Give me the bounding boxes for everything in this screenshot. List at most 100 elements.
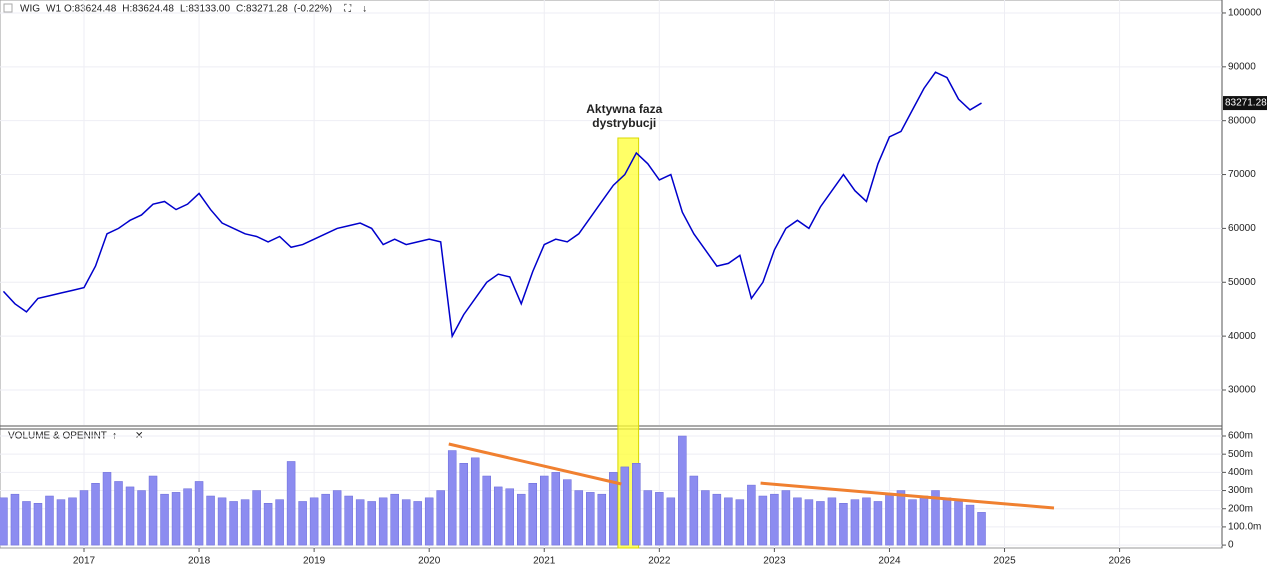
volume-bar	[68, 497, 77, 546]
volume-bar	[896, 490, 906, 546]
volume-bar	[816, 501, 825, 546]
timeframe: W1	[46, 4, 61, 15]
volume-bar	[424, 497, 434, 546]
volume-bar	[183, 488, 192, 546]
volume-bar	[620, 466, 630, 546]
volume-bar	[45, 495, 54, 546]
volume-bar	[114, 481, 123, 546]
price-line	[2, 71, 982, 339]
volume-bar	[102, 472, 112, 546]
volume-bar	[839, 503, 848, 546]
header-value: H:83624.48	[122, 4, 174, 15]
volume-bar	[344, 495, 353, 546]
volume-bar	[850, 499, 860, 546]
trend-line	[448, 442, 622, 486]
volume-bar	[125, 486, 135, 546]
volume-bar	[298, 501, 307, 546]
volume-bar	[355, 499, 365, 546]
volume-bar	[470, 457, 480, 546]
volume-bar	[540, 475, 549, 546]
volume-bar	[493, 486, 503, 546]
collapse-icon[interactable]	[3, 3, 13, 13]
menu-icon[interactable]: ↓	[362, 4, 367, 15]
y-tick-label: 50000	[1228, 277, 1256, 288]
y-tick-label: 80000	[1228, 115, 1256, 126]
x-tick-label: 2020	[418, 556, 441, 567]
volume-bar	[908, 499, 917, 546]
volume-bar	[436, 490, 445, 546]
x-tick-label: 2025	[993, 556, 1016, 567]
volume-bar	[597, 493, 607, 546]
volume-bar	[148, 475, 158, 546]
volume-bar	[22, 501, 31, 546]
volume-bar	[459, 463, 468, 546]
volume-bar	[275, 499, 284, 546]
x-tick-label: 2019	[303, 556, 326, 567]
volume-bar	[827, 497, 837, 546]
last-price-label: 83271.28	[1225, 98, 1267, 109]
volume-bar	[401, 499, 411, 546]
x-tick-label: 2017	[73, 556, 96, 567]
volume-bar	[666, 497, 676, 546]
volume-bar	[516, 493, 526, 546]
last-price-box	[1223, 96, 1267, 111]
y-tick-label: 100000	[1228, 8, 1262, 19]
header-value: O:83624.48	[64, 4, 117, 15]
volume-bar	[79, 490, 89, 546]
volume-bar	[505, 488, 514, 546]
volume-bar	[263, 503, 273, 546]
volume-bar	[643, 490, 653, 546]
volume-bar	[655, 492, 664, 546]
volume-bar	[160, 493, 169, 546]
volume-bar	[747, 484, 756, 546]
volume-bar	[0, 497, 8, 546]
header-value: C:83271.28	[236, 4, 288, 15]
volume-bar	[712, 493, 722, 546]
volume-bar	[793, 497, 802, 546]
x-tick-label: 2018	[188, 556, 211, 567]
y-tick-label: 400m	[1228, 467, 1253, 478]
symbol: WIG	[20, 4, 40, 15]
volume-bar	[551, 472, 561, 546]
header-value: (-0.22%)	[294, 4, 332, 15]
y-tick-label: 500m	[1228, 449, 1253, 460]
volume-bar	[724, 497, 733, 546]
volume-bar	[390, 493, 399, 546]
volume-bar	[701, 490, 710, 546]
volume-bar	[309, 497, 319, 546]
volume-bar	[735, 499, 745, 546]
volume-bar	[229, 501, 238, 546]
expand-icon[interactable]: ⛶	[343, 4, 352, 15]
header-value: L:83133.00	[180, 4, 230, 15]
x-tick-label: 2026	[1108, 556, 1131, 567]
volume-bar	[689, 475, 699, 546]
volume-bar	[206, 495, 215, 546]
y-tick-label: 30000	[1228, 385, 1256, 396]
volume-bar	[977, 512, 986, 546]
volume-bar	[194, 481, 204, 546]
y-tick-label: 0	[1228, 540, 1234, 551]
volume-bar	[528, 483, 538, 546]
volume-bar	[482, 475, 491, 546]
x-tick-label: 2024	[878, 556, 901, 567]
x-tick-label: 2023	[763, 556, 786, 567]
annotation-text: dystrybucji	[592, 116, 656, 130]
volume-bar	[954, 501, 963, 546]
y-tick-label: 600m	[1228, 431, 1253, 442]
volume-bar	[781, 490, 791, 546]
annotation-text: Aktywna faza	[586, 102, 662, 116]
volume-bar	[91, 483, 100, 546]
volume-bar	[10, 493, 20, 546]
volume-bar	[240, 499, 250, 546]
volume-bar	[217, 497, 227, 546]
volume-bar	[632, 463, 641, 546]
volume-bar	[367, 501, 376, 546]
y-tick-label: 70000	[1228, 169, 1256, 180]
x-tick-label: 2022	[648, 556, 671, 567]
volume-bar	[137, 490, 146, 546]
volume-bar	[33, 503, 43, 546]
trend-line	[760, 481, 1055, 510]
volume-bar	[885, 493, 894, 546]
volume-bar	[919, 495, 929, 546]
